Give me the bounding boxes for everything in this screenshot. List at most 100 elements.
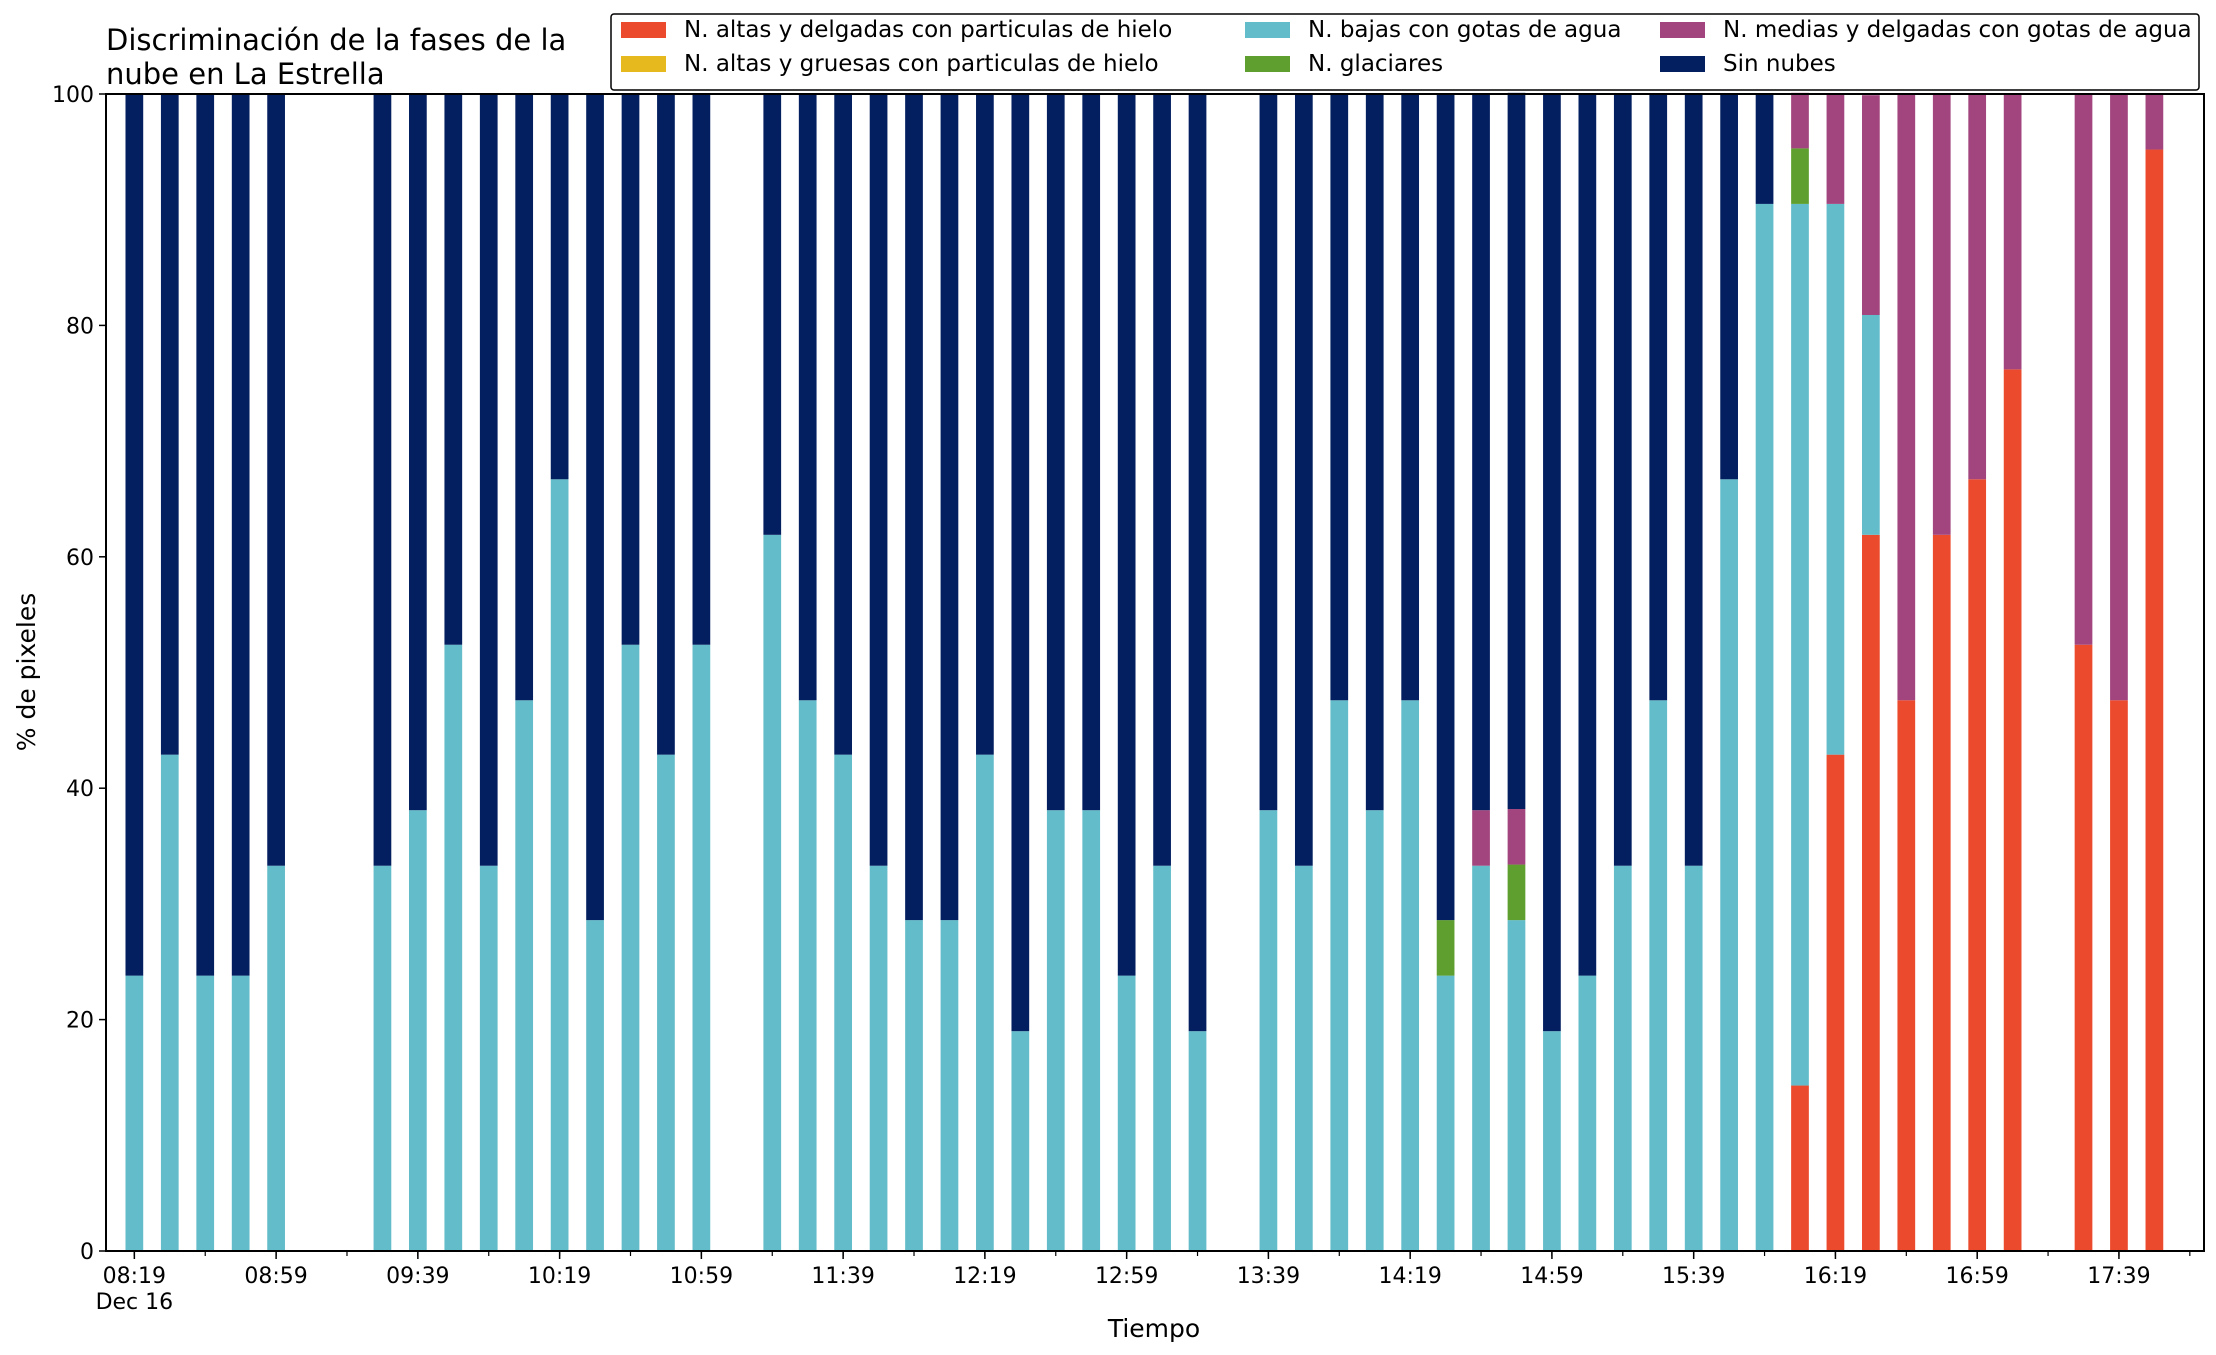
bar-segment-low xyxy=(1507,920,1526,1251)
legend-label-low: N. bajas con gotas de agua xyxy=(1308,17,1621,43)
bar-segment-clear xyxy=(1259,94,1278,811)
bar-segment-low xyxy=(1153,865,1171,1251)
bar-segment-low xyxy=(515,700,534,1251)
legend-swatch-hi_thin xyxy=(621,22,666,38)
bar-segment-low xyxy=(373,865,392,1251)
bar-segment-mid xyxy=(1897,94,1916,701)
bar-segment-clear xyxy=(1401,94,1420,701)
chart-title-line-1: Discriminación de la fases de la xyxy=(106,23,566,57)
y-tick-label: 100 xyxy=(52,83,94,108)
bar-segment-low xyxy=(905,920,923,1251)
bar-segment-clear xyxy=(1507,92,1526,810)
bar-segment-clear xyxy=(976,94,994,755)
bar-segment-mid xyxy=(1791,92,1809,149)
x-tick-label: 12:59 xyxy=(1095,1264,1158,1289)
bar-segment-low xyxy=(940,920,959,1251)
bar-segment-low xyxy=(1472,865,1490,1251)
bar-segment-low xyxy=(196,975,215,1251)
legend-swatch-low xyxy=(1245,22,1290,38)
bar-segment-mid xyxy=(1862,95,1880,315)
bar-segment-hi_thin xyxy=(1826,754,1845,1251)
bar-segment-glacier xyxy=(1507,864,1526,921)
bar-segment-clear xyxy=(586,94,604,921)
bar-segment-clear xyxy=(515,94,534,701)
bar-segment-mid xyxy=(1507,809,1526,865)
bar-segment-low xyxy=(1011,1031,1030,1251)
bar-segment-low xyxy=(1826,203,1845,755)
bar-segment-low xyxy=(1791,203,1809,1086)
bar-segment-hi_thin xyxy=(1862,534,1880,1251)
bars-layer xyxy=(125,92,2164,1251)
bar-segment-clear xyxy=(1082,94,1101,811)
bar-segment-clear xyxy=(1649,94,1668,701)
bar-segment-low xyxy=(834,754,852,1251)
bar-segment-low xyxy=(125,975,144,1251)
bar-segment-clear xyxy=(1188,94,1207,1032)
bar-segment-low xyxy=(586,920,604,1251)
bar-segment-clear xyxy=(1011,94,1030,1032)
bar-segment-clear xyxy=(1720,94,1738,480)
bar-segment-low xyxy=(976,754,994,1251)
bar-segment-hi_thin xyxy=(2145,149,2164,1251)
x-axis-label: Tiempo xyxy=(1107,1314,1200,1343)
legend-label-mid: N. medias y delgadas con gotas de agua xyxy=(1723,17,2192,43)
x-tick-label: 11:39 xyxy=(811,1264,874,1289)
bar-segment-clear xyxy=(196,94,215,976)
bar-segment-low xyxy=(869,865,888,1251)
bar-segment-hi_thin xyxy=(1968,479,1987,1251)
bar-segment-low xyxy=(1259,810,1278,1251)
x-tick-sublabel: Dec 16 xyxy=(96,1290,174,1315)
bar-segment-hi_thin xyxy=(1897,700,1916,1251)
x-tick-label: 13:39 xyxy=(1237,1264,1300,1289)
x-tick-label: 10:59 xyxy=(670,1264,733,1289)
x-tick-label: 08:59 xyxy=(244,1264,307,1289)
bar-segment-clear xyxy=(1153,94,1171,866)
bar-segment-clear xyxy=(1330,94,1349,701)
bar-segment-clear xyxy=(1578,94,1597,976)
bar-segment-clear xyxy=(1365,94,1384,811)
bar-segment-clear xyxy=(692,94,711,645)
bar-segment-clear xyxy=(160,94,179,755)
bar-segment-low xyxy=(1755,203,1774,1251)
bar-segment-low xyxy=(1684,865,1703,1251)
bar-segment-low xyxy=(1649,700,1668,1251)
bar-segment-clear xyxy=(834,94,852,755)
chart-title: Discriminación de la fases de la nube en… xyxy=(106,23,576,91)
legend-label-hi_thick: N. altas y gruesas con particulas de hie… xyxy=(684,51,1159,77)
legend-label-clear: Sin nubes xyxy=(1723,51,1836,77)
legend-swatch-glacier xyxy=(1245,56,1290,72)
bar-segment-low xyxy=(1436,975,1455,1251)
bar-segment-clear xyxy=(798,94,817,701)
bar-segment-low xyxy=(621,644,640,1251)
bar-segment-mid xyxy=(2110,94,2128,701)
bar-segment-clear xyxy=(125,94,144,976)
bar-segment-clear xyxy=(267,94,285,866)
x-tick-label: 16:19 xyxy=(1804,1264,1867,1289)
bar-segment-low xyxy=(1117,975,1136,1251)
x-tick-label: 12:19 xyxy=(953,1264,1016,1289)
y-tick-label: 80 xyxy=(66,314,94,339)
bar-segment-clear xyxy=(444,94,463,645)
bar-segment-clear xyxy=(409,94,427,811)
bar-segment-low xyxy=(1720,479,1738,1251)
bar-segment-low xyxy=(798,700,817,1251)
y-tick-label: 40 xyxy=(66,777,94,802)
x-tick-label: 14:19 xyxy=(1378,1264,1441,1289)
bar-segment-mid xyxy=(1472,810,1490,866)
bar-segment-hi_thin xyxy=(2110,700,2128,1251)
bar-segment-hi_thin xyxy=(1791,1085,1809,1251)
bar-segment-low xyxy=(550,479,569,1251)
chart-title-line-2: nube en La Estrella xyxy=(106,57,385,91)
bar-segment-glacier xyxy=(1791,148,1809,204)
bar-segment-low xyxy=(1082,810,1101,1251)
bar-segment-low xyxy=(444,644,463,1251)
legend-swatch-clear xyxy=(1660,56,1705,72)
bar-segment-glacier xyxy=(1436,920,1455,976)
bar-segment-clear xyxy=(1117,94,1136,976)
legend-swatch-hi_thick xyxy=(621,56,666,72)
bar-segment-clear xyxy=(231,94,250,976)
legend-swatch-mid xyxy=(1660,22,1705,38)
bar-segment-low xyxy=(267,865,285,1251)
bar-segment-low xyxy=(1188,1031,1207,1251)
bar-segment-clear xyxy=(1755,94,1774,204)
